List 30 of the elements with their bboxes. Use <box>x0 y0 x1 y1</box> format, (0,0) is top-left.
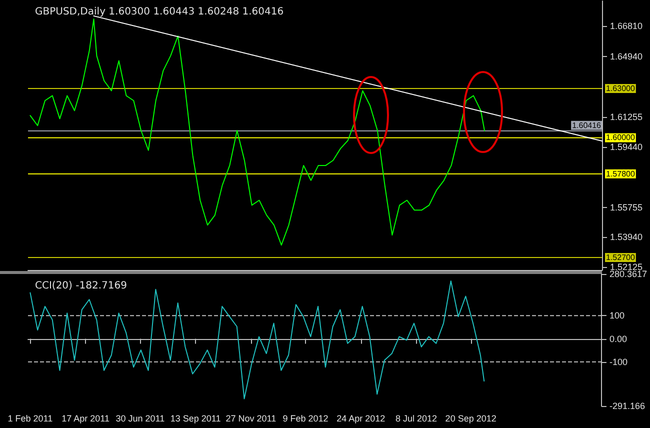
text: CCI(20) -182.7169 <box>35 280 127 292</box>
x-tick-label: 8 Jul 2012 <box>395 414 437 424</box>
ref-line-label: 1.60000 <box>606 133 636 142</box>
ref-line-label: 1.52700 <box>606 253 636 262</box>
y-tick-label: 1.55755 <box>610 202 643 212</box>
y-tick-label: 1.59440 <box>610 142 643 152</box>
ref-line-label: 1.57800 <box>606 169 636 178</box>
y-tick-label: 1.52125 <box>610 262 643 272</box>
y-tick-label: 0.00 <box>609 334 627 344</box>
x-tick-label: 9 Feb 2012 <box>282 414 328 424</box>
y-tick-label: -291.166 <box>609 401 645 411</box>
y-tick-label: 280.3617 <box>609 269 648 279</box>
y-tick-label: 1.64940 <box>610 52 643 62</box>
x-tick-label: 17 Apr 2011 <box>62 414 110 424</box>
y-tick-label: -100 <box>609 356 628 367</box>
y-tick-label: 1.53940 <box>610 232 643 242</box>
x-tick-label: 1 Feb 2011 <box>8 414 53 424</box>
ref-line-label: 1.60416 <box>572 120 602 130</box>
x-tick-label: 30 Jun 2011 <box>116 414 165 424</box>
y-tick-label: 1.66810 <box>610 20 643 31</box>
line-series <box>30 280 485 400</box>
x-tick-label: 27 Nov 2011 <box>226 414 276 424</box>
y-tick-label: 100 <box>609 310 624 321</box>
text: GBPUSD,Daily 1.60300 1.60443 1.60248 1.60416 <box>35 6 284 18</box>
line-series <box>30 18 486 246</box>
x-tick-label: 24 Apr 2012 <box>336 414 386 424</box>
x-tick-label: 13 Sep 2011 <box>170 414 221 424</box>
x-tick-label: 20 Sep 2012 <box>445 414 496 424</box>
ref-line-label: 1.63000 <box>606 84 636 93</box>
y-tick-label: 1.61255 <box>610 112 643 122</box>
